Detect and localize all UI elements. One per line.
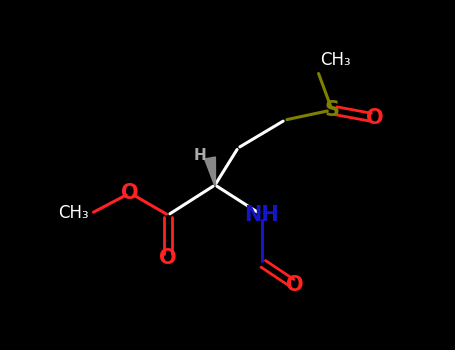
Text: S: S <box>324 100 339 120</box>
Text: O: O <box>366 108 384 128</box>
Text: O: O <box>286 275 304 295</box>
Text: O: O <box>159 248 177 268</box>
Polygon shape <box>205 157 216 185</box>
Text: O: O <box>121 183 139 203</box>
Text: H: H <box>193 148 206 163</box>
Text: CH₃: CH₃ <box>320 51 351 69</box>
Text: CH₃: CH₃ <box>58 204 89 222</box>
Text: NH: NH <box>245 205 279 225</box>
